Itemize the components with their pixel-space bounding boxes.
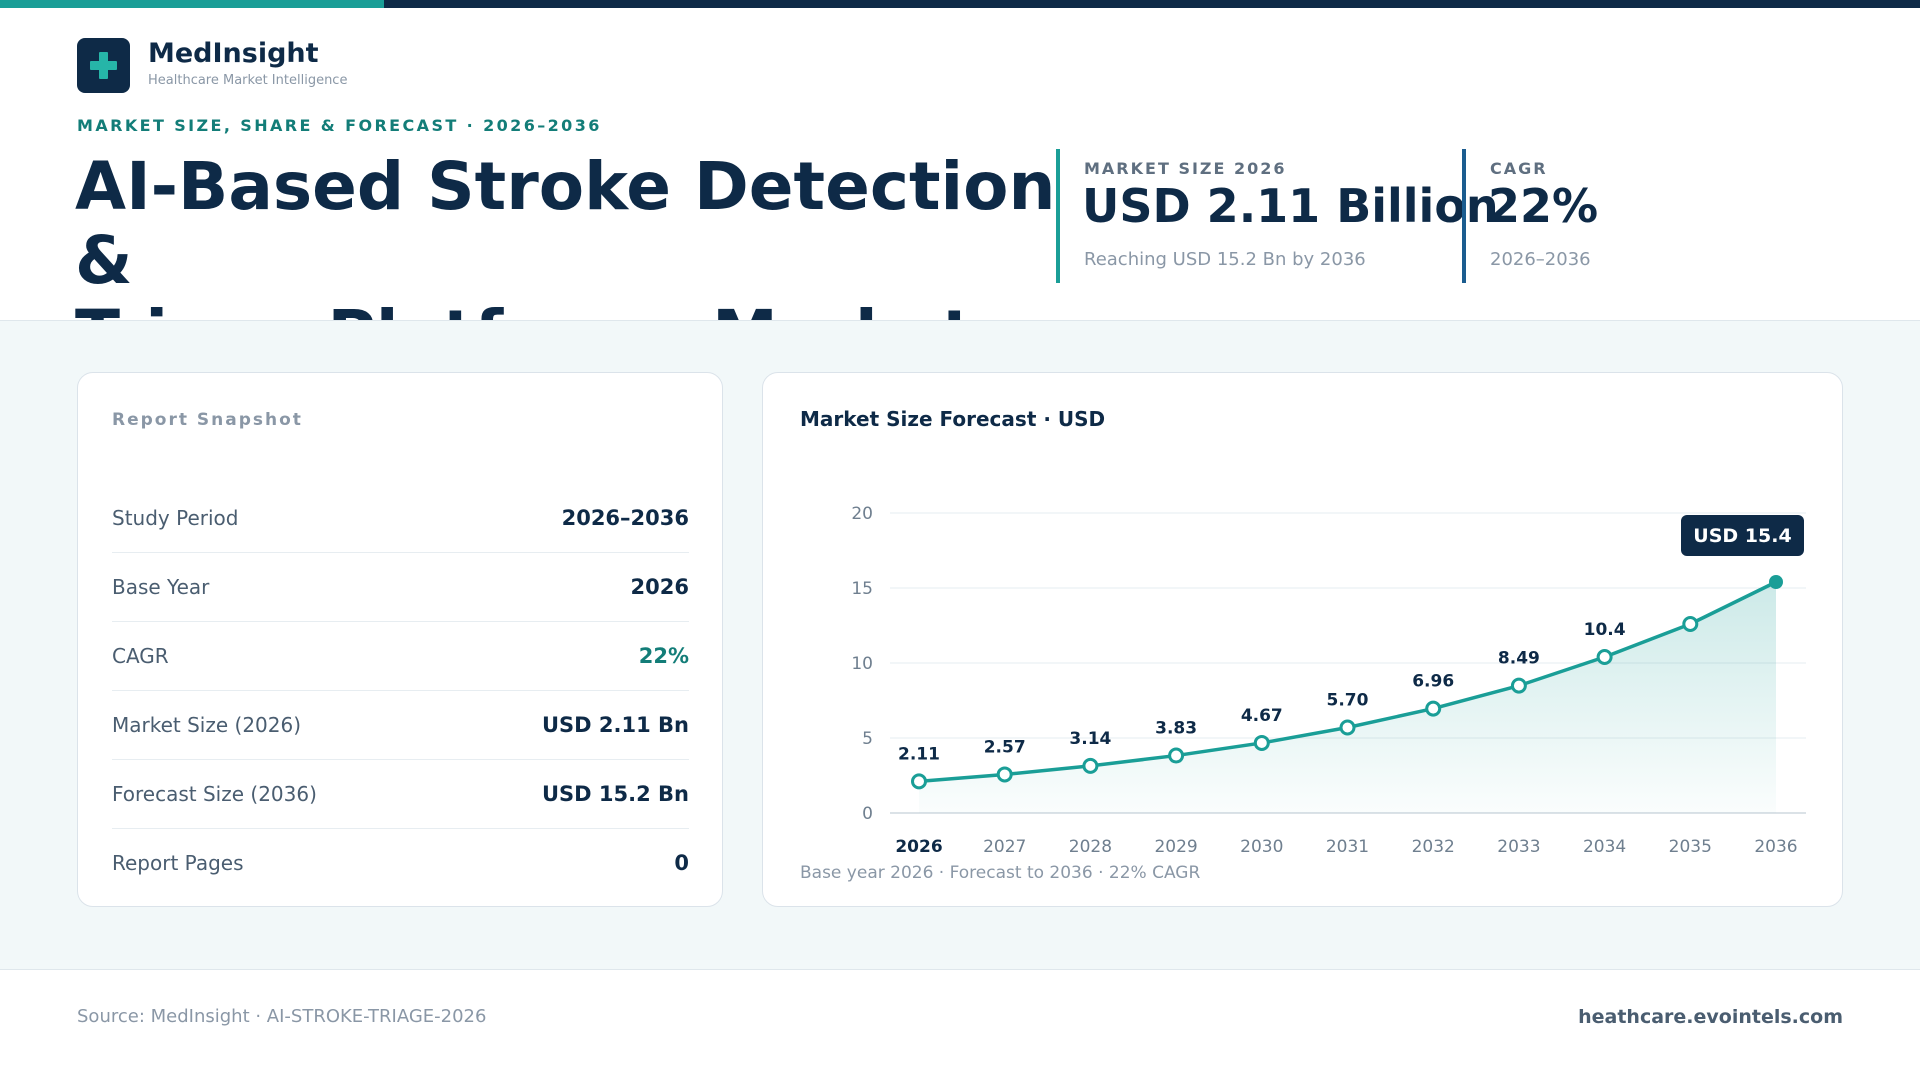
snapshot-label: Forecast Size (2036) — [112, 782, 317, 806]
snapshot-value: USD 2.11 Bn — [542, 713, 689, 737]
page-title-line-1: AI-Based Stroke Detection & — [75, 148, 1056, 299]
data-point — [1596, 649, 1613, 665]
website-link[interactable]: heathcare.evointels.com — [1578, 1006, 1843, 1028]
kpi-cagr: CAGR 22% 2026–2036 — [1462, 141, 1762, 283]
brand-name: MedInsight — [148, 38, 319, 69]
snapshot-value: 2026 — [630, 575, 689, 599]
brand-tagline: Healthcare Market Intelligence — [148, 73, 348, 88]
snapshot-value: 2026–2036 — [561, 506, 689, 530]
snapshot-title: Report Snapshot — [112, 410, 303, 430]
kpi-subtext: 2026–2036 — [1490, 249, 1591, 270]
snapshot-label: Report Pages — [112, 851, 244, 875]
chart-title: Market Size Forecast · USD — [800, 407, 1106, 431]
snapshot-value: 22% — [638, 644, 689, 668]
kpi-subtext: Reaching USD 15.2 Bn by 2036 — [1084, 249, 1366, 270]
data-point — [1168, 747, 1185, 764]
x-tick-label: 2031 — [1326, 837, 1369, 857]
data-point — [911, 773, 927, 790]
snapshot-label: CAGR — [112, 644, 169, 668]
data-point — [1082, 757, 1099, 774]
y-tick-label: 10 — [851, 654, 873, 674]
x-tick-label: 2027 — [983, 837, 1026, 857]
y-tick-label: 20 — [851, 504, 873, 524]
kpi-value: USD 2.11 Billion — [1082, 179, 1499, 233]
market-size-line-chart: 0 5 10 15 20 2.11 2.57 3.14 3.83 4.67 5.70 6.96 8.49… — [851, 504, 1806, 857]
kpi-value: 22% — [1488, 179, 1599, 233]
report-eyebrow: MARKET SIZE, SHARE & FORECAST · 2026–203… — [77, 116, 602, 135]
x-tick-label: 2033 — [1497, 837, 1540, 857]
kpi-accent-bar — [1056, 149, 1060, 283]
area-fill — [919, 582, 1776, 813]
data-point — [1425, 700, 1442, 717]
data-label: 4.67 — [1241, 706, 1283, 726]
data-label: 6.96 — [1412, 672, 1454, 692]
data-label: 3.83 — [1155, 719, 1197, 739]
report-snapshot-card: Report Snapshot Study Period 2026–2036 B… — [77, 372, 723, 907]
snapshot-value: USD 15.2 Bn — [542, 782, 689, 806]
callout-label: USD 15.4 — [1693, 525, 1791, 547]
snapshot-label: Base Year — [112, 575, 210, 599]
kpi-market-size: MARKET SIZE 2026 USD 2.11 Billion Reachi… — [1056, 141, 1499, 283]
kpi-accent-bar — [1462, 149, 1466, 283]
snapshot-row: CAGR 22% — [112, 622, 689, 691]
x-tick-label: 2028 — [1069, 837, 1112, 857]
data-point — [1510, 677, 1527, 694]
data-label: 8.49 — [1498, 649, 1540, 669]
x-tick-label: 2034 — [1583, 837, 1626, 857]
data-label: 2.57 — [984, 737, 1026, 757]
snapshot-row: Base Year 2026 — [112, 553, 689, 622]
content-band: Report Snapshot Study Period 2026–2036 B… — [0, 320, 1920, 970]
x-tick-label: 2029 — [1154, 837, 1197, 857]
data-label: 5.70 — [1327, 691, 1369, 711]
data-point — [1769, 575, 1783, 589]
chart-footnote: Base year 2026 · Forecast to 2036 · 22% … — [800, 863, 1201, 883]
top-accent-highlight — [0, 0, 384, 8]
snapshot-row: Study Period 2026–2036 — [112, 484, 689, 553]
data-point — [1253, 734, 1270, 751]
snapshot-row: Report Pages 0 — [112, 829, 689, 898]
callout-badge — [1681, 515, 1804, 556]
x-tick-label: 2032 — [1412, 837, 1455, 857]
y-tick-label: 5 — [862, 729, 873, 749]
data-label: 3.14 — [1069, 729, 1111, 749]
kpi-label: CAGR — [1490, 159, 1548, 178]
x-tick-label: 2030 — [1240, 837, 1283, 857]
y-tick-label: 0 — [862, 804, 873, 824]
data-point — [996, 766, 1013, 783]
x-tick-label: 2026 — [895, 837, 942, 857]
x-tick-label: 2035 — [1669, 837, 1712, 857]
data-point — [1339, 719, 1356, 736]
report-header: MedInsight Healthcare Market Intelligenc… — [0, 8, 1920, 372]
top-accent-bar — [0, 0, 1920, 8]
source-note: Source: MedInsight · AI-STROKE-TRIAGE-20… — [77, 1006, 487, 1027]
kpi-label: MARKET SIZE 2026 — [1084, 159, 1287, 178]
medical-cross-icon — [77, 38, 130, 93]
x-tick-label: 2036 — [1754, 837, 1797, 857]
data-label: 10.4 — [1584, 620, 1626, 640]
market-forecast-card: Market Size Forecast · USD 0 5 10 15 20 2.11 2… — [762, 372, 1843, 907]
data-point — [1682, 616, 1699, 632]
snapshot-value: 0 — [674, 851, 689, 875]
data-label: 2.11 — [898, 744, 940, 764]
snapshot-row: Forecast Size (2036) USD 15.2 Bn — [112, 760, 689, 829]
snapshot-row: Market Size (2026) USD 2.11 Bn — [112, 691, 689, 760]
snapshot-label: Market Size (2026) — [112, 713, 302, 737]
snapshot-label: Study Period — [112, 506, 239, 530]
y-tick-label: 15 — [851, 579, 873, 599]
